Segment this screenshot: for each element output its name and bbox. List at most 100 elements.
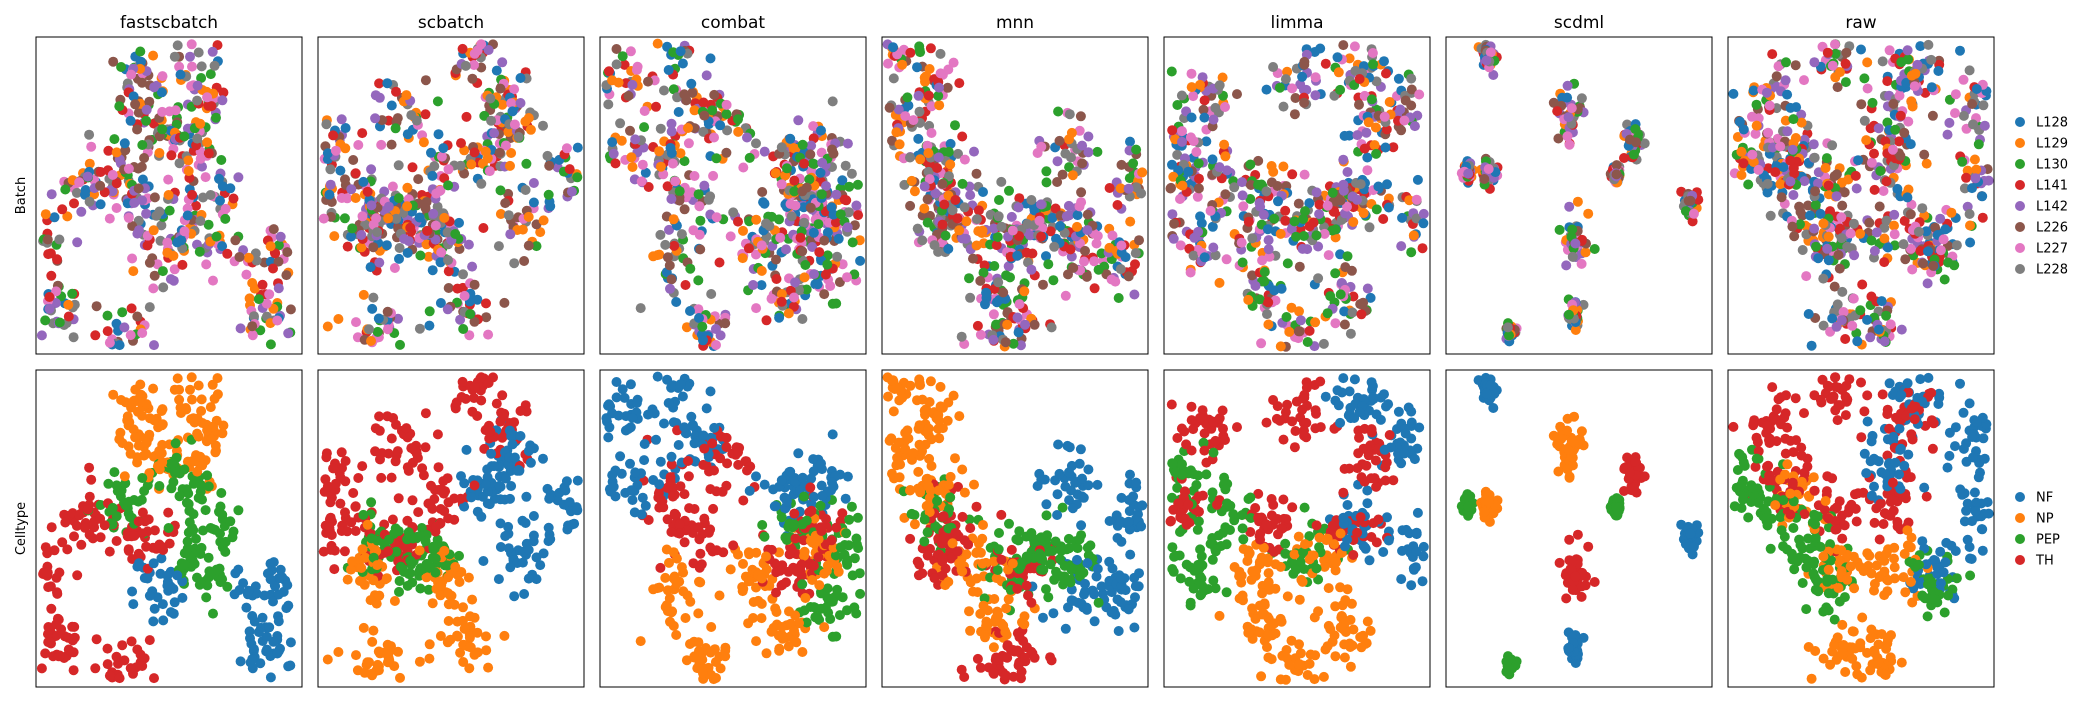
point-PEP xyxy=(195,486,206,497)
point-L130 xyxy=(809,159,819,169)
point-L228 xyxy=(394,243,405,253)
point-NF xyxy=(1053,439,1064,450)
point-TH xyxy=(721,480,732,491)
point-L128 xyxy=(214,173,224,184)
point-L226 xyxy=(234,252,245,262)
point-NF xyxy=(148,616,159,627)
point-PEP xyxy=(822,592,833,603)
point-NP xyxy=(913,423,924,434)
point-L128 xyxy=(386,100,397,111)
point-PEP xyxy=(423,584,434,595)
point-L142 xyxy=(137,195,148,206)
point-L142 xyxy=(275,231,286,242)
point-TH xyxy=(329,564,340,575)
point-NF xyxy=(705,386,716,397)
point-TH xyxy=(1026,597,1037,608)
point-L226 xyxy=(1338,40,1349,51)
point-L128 xyxy=(1012,250,1023,261)
point-NF xyxy=(655,456,666,467)
point-L142 xyxy=(1052,156,1063,167)
point-L141 xyxy=(923,90,934,101)
point-L228 xyxy=(1066,152,1076,163)
point-TH xyxy=(342,526,353,537)
point-NF xyxy=(531,574,542,585)
point-L129 xyxy=(945,159,956,170)
point-L128 xyxy=(677,58,688,69)
panel-celltype-mnn xyxy=(881,369,1149,688)
point-TH xyxy=(418,470,429,481)
point-L128 xyxy=(435,257,446,268)
point-L141 xyxy=(957,131,968,142)
point-TH xyxy=(137,661,148,671)
point-NF xyxy=(275,564,286,575)
point-L129 xyxy=(790,143,801,154)
point-L227 xyxy=(272,315,283,326)
point-L141 xyxy=(776,296,787,307)
point-NP xyxy=(356,575,367,586)
point-NP xyxy=(427,598,438,609)
point-L141 xyxy=(481,298,491,309)
point-L130 xyxy=(495,185,506,196)
point-PEP xyxy=(420,536,431,547)
point-NP xyxy=(365,595,376,606)
point-L129 xyxy=(613,77,624,88)
point-L129 xyxy=(627,162,638,172)
point-L130 xyxy=(1041,177,1052,188)
point-L227 xyxy=(351,317,361,328)
point-NF xyxy=(156,553,167,564)
point-L228 xyxy=(993,277,1004,288)
point-L128 xyxy=(340,123,351,133)
point-L129 xyxy=(402,182,413,193)
point-NP xyxy=(357,544,368,555)
point-NF xyxy=(489,461,500,472)
point-NF xyxy=(659,418,669,429)
point-L226 xyxy=(797,246,808,257)
point-L130 xyxy=(196,73,207,83)
panel-frame xyxy=(35,369,303,688)
point-NP xyxy=(991,573,1002,584)
point-TH xyxy=(387,514,398,525)
point-L227 xyxy=(107,169,118,180)
point-NP xyxy=(923,481,934,492)
column-title-combat: combat xyxy=(701,13,766,33)
point-PEP xyxy=(842,555,853,566)
point-PEP xyxy=(217,514,228,525)
point-L227 xyxy=(667,158,678,169)
point-NP xyxy=(382,639,393,650)
point-L129 xyxy=(1125,216,1136,227)
point-TH xyxy=(707,438,718,449)
point-L130 xyxy=(543,189,554,200)
point-L227 xyxy=(1079,256,1089,267)
point-NF xyxy=(1075,444,1086,455)
point-L228 xyxy=(1064,109,1075,120)
point-TH xyxy=(1002,652,1013,663)
point-PEP xyxy=(832,584,843,595)
point-PEP xyxy=(797,519,808,530)
point-NF xyxy=(677,391,688,402)
point-NP xyxy=(943,576,954,587)
point-PEP xyxy=(191,533,201,544)
point-L142 xyxy=(1020,319,1030,330)
point-TH xyxy=(666,459,677,470)
point-L227 xyxy=(220,203,231,214)
point-L228 xyxy=(54,234,65,245)
point-PEP xyxy=(1041,510,1052,521)
point-L226 xyxy=(420,203,431,214)
point-L227 xyxy=(464,330,475,341)
point-L130 xyxy=(109,134,120,145)
point-L129 xyxy=(418,137,429,148)
point-NP xyxy=(794,618,804,629)
point-TH xyxy=(44,625,55,635)
point-NF xyxy=(459,501,470,512)
point-L129 xyxy=(168,250,179,261)
point-NP xyxy=(756,573,767,584)
point-TH xyxy=(786,544,797,555)
point-TH xyxy=(808,560,819,571)
point-L227 xyxy=(922,140,933,151)
point-NF xyxy=(500,531,511,542)
point-L128 xyxy=(137,174,148,185)
point-L130 xyxy=(393,193,404,204)
point-NP xyxy=(888,375,898,386)
point-NP xyxy=(414,545,425,556)
point-L141 xyxy=(203,148,214,159)
